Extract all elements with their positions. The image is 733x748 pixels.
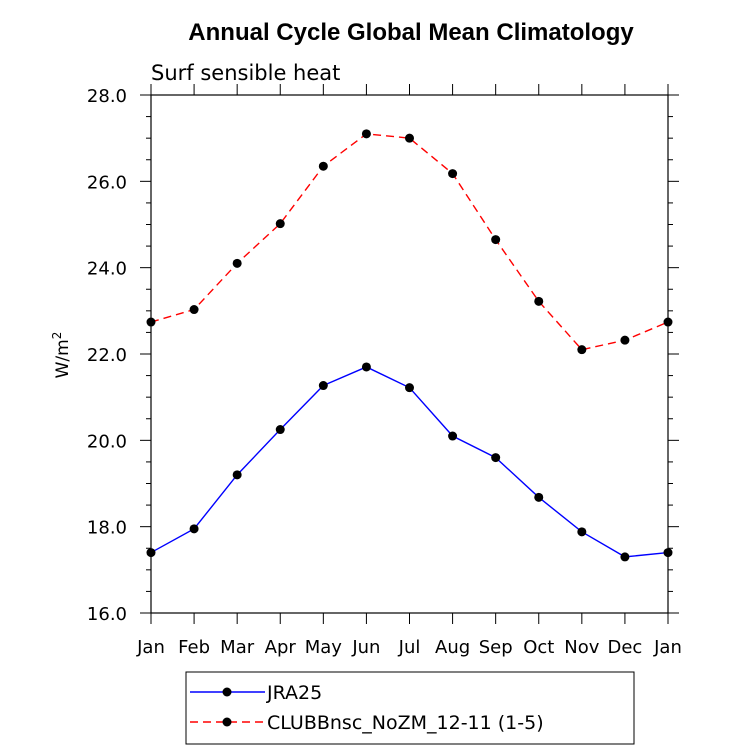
data-point: [577, 345, 587, 355]
chart-subtitle: Surf sensible heat: [151, 61, 340, 85]
data-point: [491, 235, 501, 245]
data-point: [448, 431, 458, 441]
plot-frame: [150, 94, 669, 614]
data-point: [491, 453, 501, 463]
legend-marker: [222, 717, 232, 727]
chart-title: Annual Cycle Global Mean Climatology: [188, 19, 634, 46]
data-point: [663, 317, 673, 327]
y-tick-label: 22.0: [87, 345, 127, 366]
data-point: [663, 548, 673, 558]
x-tick-label: Jan: [136, 637, 165, 658]
y-tick-label: 20.0: [87, 431, 127, 452]
y-tick-label: 28.0: [87, 86, 127, 107]
data-point: [361, 362, 371, 372]
data-point: [275, 219, 285, 229]
data-point: [189, 305, 199, 315]
data-point: [232, 470, 242, 480]
data-point: [275, 425, 285, 435]
data-point: [577, 527, 587, 537]
y-tick-label: 18.0: [87, 518, 127, 539]
x-tick-label: Dec: [607, 637, 642, 658]
data-point: [405, 383, 414, 393]
data-point: [232, 258, 242, 268]
data-point: [318, 161, 328, 171]
series-1: [146, 362, 673, 562]
series-2: [146, 129, 673, 355]
axis-ticks: [140, 84, 679, 624]
x-tick-labels: Jan Feb Mar Apr May Jun Jul Aug Sep Oct Nov Dec Jan: [136, 637, 682, 658]
legend-marker: [222, 687, 232, 697]
y-tick-labels: 16.0 18.0 20.0 22.0 24.0 26.0 28.0: [87, 86, 127, 625]
x-tick-label: Jun: [351, 637, 380, 658]
series-layer: [146, 129, 673, 562]
y-tick-label: 16.0: [87, 604, 127, 625]
y-tick-label: 24.0: [87, 259, 127, 280]
data-point: [620, 552, 630, 562]
data-point: [146, 548, 156, 558]
data-point: [620, 335, 630, 345]
x-tick-label: Oct: [523, 637, 554, 658]
x-tick-label: May: [305, 637, 343, 658]
data-point: [146, 317, 156, 327]
x-tick-label: Feb: [178, 637, 210, 658]
x-tick-label: Sep: [479, 637, 513, 658]
y-tick-label: 26.0: [87, 172, 127, 193]
x-tick-label: Aug: [435, 637, 470, 658]
x-tick-label: Jul: [398, 637, 421, 658]
series-line: [150, 133, 669, 351]
x-tick-label: Mar: [220, 637, 255, 658]
data-point: [405, 133, 414, 143]
x-tick-label: Jan: [653, 637, 682, 658]
data-point: [534, 296, 544, 306]
legend: JRA25 CLUBBnsc_NoZM_12-11 (1-5): [190, 682, 544, 734]
legend-box: [185, 671, 635, 745]
data-point: [189, 524, 199, 534]
x-tick-label: Nov: [564, 637, 599, 658]
series-line: [150, 366, 669, 558]
x-tick-label: Apr: [265, 637, 297, 658]
data-point: [448, 169, 458, 179]
data-point: [361, 129, 371, 139]
legend-label: JRA25: [266, 682, 322, 704]
legend-label: CLUBBnsc_NoZM_12-11 (1-5): [267, 712, 544, 734]
y-axis-label: W/m2: [50, 332, 73, 379]
data-point: [534, 492, 544, 502]
data-point: [318, 381, 328, 391]
